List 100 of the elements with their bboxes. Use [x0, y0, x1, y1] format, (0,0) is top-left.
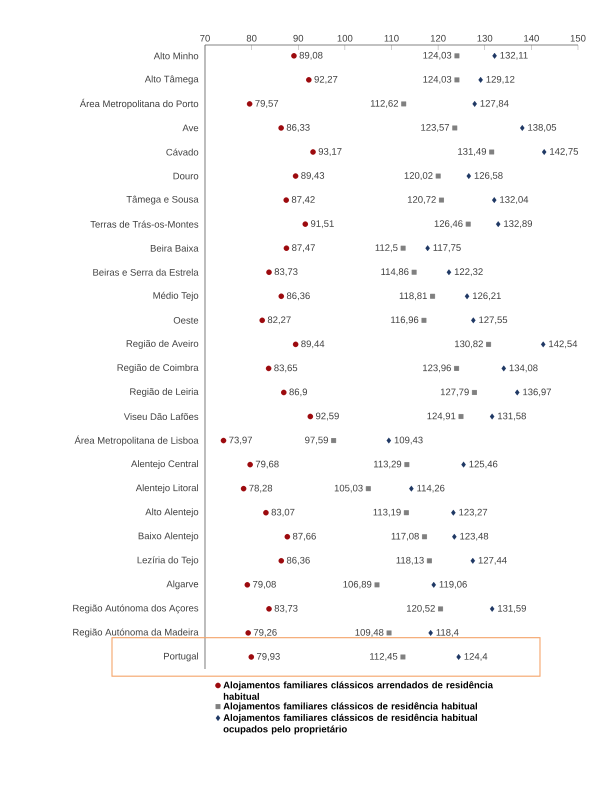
point — [425, 245, 430, 252]
point — [306, 77, 312, 83]
data-label: 130,82 — [455, 340, 483, 348]
point — [489, 150, 494, 155]
y-tick-label: Cávado — [166, 148, 198, 156]
data-label: 127,44 — [478, 556, 507, 565]
point — [454, 366, 460, 371]
point — [400, 654, 406, 660]
point — [240, 486, 246, 492]
point — [278, 293, 284, 300]
data-label: 123,48 — [460, 532, 488, 541]
point — [422, 534, 427, 540]
y-tick-label: Região de Aveiro — [126, 340, 198, 349]
point — [438, 198, 444, 203]
point — [266, 269, 272, 276]
data-label: 132,11 — [500, 52, 528, 60]
data-label: 79,57 — [255, 100, 278, 108]
data-label: 118,13 — [396, 556, 424, 565]
data-label: 117,08 — [392, 532, 419, 541]
point — [514, 389, 520, 396]
data-label: 129,12 — [486, 76, 514, 84]
point — [366, 486, 371, 492]
point — [220, 438, 226, 444]
data-label: 79,68 — [256, 460, 279, 469]
data-label: 113,19 — [374, 508, 401, 517]
point — [426, 558, 432, 564]
point — [266, 606, 272, 612]
y-tick-label: Algarve — [166, 580, 198, 590]
data-label: 131,49 — [458, 148, 486, 156]
data-label: 87,66 — [292, 532, 316, 541]
point — [431, 582, 436, 588]
y-tick-label: Região de Leiria — [130, 388, 199, 397]
y-tick-label: Área Metropolitana de Lisboa — [74, 435, 199, 446]
point — [540, 341, 546, 348]
data-label: 89,08 — [300, 52, 323, 60]
y-tick-label: Alto Tâmega — [144, 75, 199, 84]
x-tick-label: 120 — [430, 34, 446, 42]
y-tick-label: Médio Tejo — [153, 292, 198, 301]
data-label: 79,93 — [256, 653, 280, 661]
point — [284, 245, 290, 251]
point — [292, 173, 298, 179]
point — [331, 438, 336, 444]
y-tick-label: Portugal — [164, 652, 198, 662]
y-tick-label: Região de Coimbra — [118, 364, 199, 373]
point — [464, 293, 470, 300]
point — [472, 390, 477, 395]
point — [466, 222, 471, 227]
y-tick-label: Terras de Trás-os-Montes — [90, 220, 198, 228]
data-label: 132,04 — [500, 196, 528, 204]
data-label: 124,03 — [423, 76, 452, 84]
data-label: 116,96 — [391, 316, 418, 324]
y-tick-label: Baixo Alentejo — [138, 532, 198, 542]
data-label: 89,44 — [301, 340, 324, 348]
point — [428, 630, 433, 636]
data-label: 86,9 — [289, 388, 308, 396]
data-label: 82,27 — [268, 316, 291, 324]
point — [501, 365, 506, 372]
point — [310, 149, 316, 155]
point — [404, 510, 409, 516]
y-tick-label: Viseu Dão Lafões — [124, 413, 198, 420]
y-tick-label: Lezíria do Tejo — [138, 556, 198, 566]
point — [454, 77, 460, 82]
data-label: 113,29 — [374, 460, 402, 469]
y-tick-label: Alentejo Central — [131, 460, 198, 470]
data-label: 92,27 — [314, 76, 338, 84]
point — [421, 318, 426, 323]
data-label: 105,03 — [334, 484, 363, 493]
point — [542, 149, 546, 156]
point — [283, 197, 290, 203]
point — [436, 174, 441, 179]
point — [292, 342, 298, 348]
data-label: 83,73 — [274, 268, 298, 276]
y-tick-label: Alentejo Litoral — [136, 484, 198, 494]
point — [412, 270, 417, 275]
point — [438, 606, 444, 612]
data-label: 109,48 — [356, 629, 384, 637]
point — [247, 462, 253, 468]
data-label: 86,36 — [286, 292, 310, 300]
data-label: 112,5 — [376, 244, 398, 252]
data-label: 89,43 — [301, 172, 324, 180]
data-label: 132,89 — [504, 220, 532, 228]
data-label: 86,33 — [286, 124, 310, 132]
point — [404, 462, 410, 468]
point — [386, 438, 392, 444]
data-label: 109,43 — [394, 436, 423, 444]
point — [520, 124, 525, 131]
data-label: 131,59 — [498, 604, 526, 613]
data-label: 79,26 — [254, 629, 277, 637]
point — [246, 101, 252, 107]
point — [446, 269, 452, 276]
point — [374, 582, 380, 588]
data-label: 91,51 — [310, 220, 334, 228]
point — [492, 52, 497, 59]
data-label: 73,97 — [229, 436, 252, 444]
point — [278, 125, 284, 131]
data-label: 122,32 — [454, 268, 483, 276]
legend-label: Alojamentos familiares clássicos arrendados de residência habitual — [223, 681, 494, 700]
data-label: 119,06 — [440, 580, 467, 589]
point — [266, 366, 272, 372]
point — [245, 630, 251, 636]
